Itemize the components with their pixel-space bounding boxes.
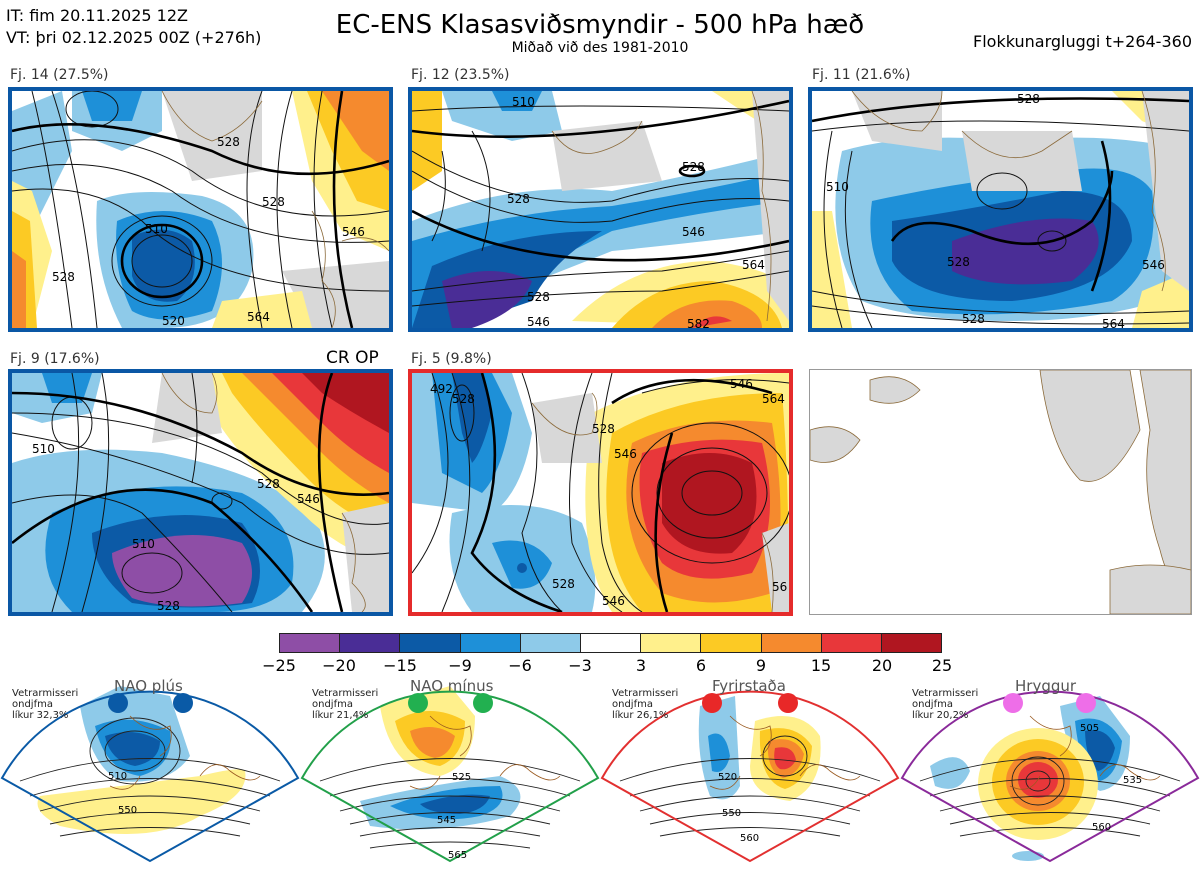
valid-time: VT: þri 02.12.2025 00Z (+276h) (6, 28, 262, 47)
contour-label: 520 (718, 772, 737, 783)
regime-ridge: 505 535 560 Hryggur Vetrarmisseri ondjfm… (900, 676, 1200, 871)
contour-label: 528 (452, 392, 475, 406)
regime-note: Vetrarmisseri ondjfma líkur 21,4% (312, 688, 379, 721)
contour-label: 510 (826, 180, 849, 194)
regime-title: NAO mínus (410, 677, 494, 695)
contour-label: 528 (947, 255, 970, 269)
colorbar-tick: −20 (322, 656, 356, 675)
cluster-map-fj14: 510 528 528 528 546 564 520 (8, 87, 393, 332)
colorbar-segment (701, 634, 762, 652)
contour-label: 546 (602, 594, 625, 608)
contour-label: 56 (772, 580, 787, 594)
panel-label-2: Fj. 12 (23.5%) (411, 67, 510, 83)
contour-label: 510 (512, 95, 535, 109)
contour-label: 510 (132, 537, 155, 551)
contour-label: 546 (614, 447, 637, 461)
contour-label: 520 (162, 314, 185, 328)
regime-title: Hryggur (1015, 677, 1077, 695)
colorbar-segment (280, 634, 341, 652)
regime-blocking: 520 550 560 Fyrirstaða Vetrarmisseri ond… (600, 676, 900, 871)
contour-label: 546 (342, 225, 365, 239)
colorbar-segment (520, 634, 581, 652)
colorbar-tick: 15 (810, 656, 832, 675)
colorbar-segment (340, 634, 401, 652)
colorbar-tick: 6 (695, 656, 707, 675)
contour-label: 528 (682, 160, 705, 174)
contour-label: 528 (157, 599, 180, 612)
contour-label: 560 (1092, 822, 1111, 833)
colorbar-tick: −9 (448, 656, 472, 675)
contour-label: 528 (507, 192, 530, 206)
colorbar-segment (881, 634, 942, 652)
colorbar-segment (641, 634, 702, 652)
page-title: EC-ENS Klasasviðsmyndir - 500 hPa hæð (335, 10, 865, 40)
contour-label: 528 (552, 577, 575, 591)
regime-nao-plus: 510 550 NAO plús Vetrarmisseri ondjfma l… (0, 676, 300, 871)
init-time: IT: fim 20.11.2025 12Z (6, 6, 188, 25)
contour-label: 528 (217, 135, 240, 149)
colorbar-segment (761, 634, 822, 652)
contour-label: 582 (687, 317, 710, 328)
contour-label: 535 (1123, 775, 1142, 786)
contour-label: 564 (742, 258, 765, 272)
contour-label: 528 (52, 270, 75, 284)
contour-label: 505 (1080, 723, 1099, 734)
colorbar-tick: 3 (635, 656, 647, 675)
contour-label: 550 (118, 805, 137, 816)
colorbar-segment (580, 634, 642, 652)
cluster-map-fj9: 510 528 546 510 528 (8, 369, 393, 616)
colorbar-tick: 9 (755, 656, 767, 675)
colorbar-tick: −25 (262, 656, 296, 675)
panel-label-3: Fj. 11 (21.6%) (812, 67, 911, 83)
contour-label: 528 (962, 312, 985, 326)
empty-basemap (809, 369, 1192, 615)
contour-label: 492 (430, 382, 453, 396)
colorbar-tick: −3 (568, 656, 592, 675)
contour-label: 525 (452, 772, 471, 783)
cluster-map-fj5: 492 528 528 546 546 564 528 546 56 (408, 369, 793, 616)
colorbar-segment (400, 634, 461, 652)
contour-label: 528 (257, 477, 280, 491)
contour-label: 546 (730, 377, 753, 391)
colorbar-tick: 25 (931, 656, 953, 675)
contour-label: 510 (145, 222, 168, 236)
contour-label: 528 (1017, 92, 1040, 106)
regime-note: Vetrarmisseri ondjfma líkur 20,2% (912, 688, 979, 721)
regime-title: Fyrirstaða (712, 677, 786, 695)
contour-label: 546 (527, 315, 550, 328)
contour-label: 564 (247, 310, 270, 324)
regime-note: Vetrarmisseri ondjfma líkur 26,1% (612, 688, 679, 721)
contour-label: 546 (1142, 258, 1165, 272)
contour-label: 528 (527, 290, 550, 304)
contour-label: 564 (762, 392, 785, 406)
classification-window: Flokkunargluggi t+264-360 (973, 32, 1192, 51)
colorbar-tick: −15 (383, 656, 417, 675)
colorbar-segment (460, 634, 521, 652)
cr-op-tag: CR OP (326, 348, 379, 368)
contour-label: 510 (108, 771, 127, 782)
contour-label: 546 (682, 225, 705, 239)
contour-label: 510 (32, 442, 55, 456)
contour-label: 550 (722, 808, 741, 819)
contour-label: 560 (740, 833, 759, 844)
panel-label-4: Fj. 9 (17.6%) (10, 351, 100, 367)
panel-label-1: Fj. 14 (27.5%) (10, 67, 109, 83)
regime-nao-minus: 525 545 565 NAO mínus Vetrarmisseri ondj… (300, 676, 600, 871)
contour-label: 565 (448, 850, 467, 861)
contour-label: 546 (297, 492, 320, 506)
regime-note: Vetrarmisseri ondjfma líkur 32,3% (12, 688, 79, 721)
regime-title: NAO plús (114, 677, 183, 695)
contour-label: 545 (437, 815, 456, 826)
colorbar-segment (821, 634, 882, 652)
contour-label: 564 (1102, 317, 1125, 328)
panel-label-5: Fj. 5 (9.8%) (411, 351, 492, 367)
colorbar-tick: 20 (871, 656, 893, 675)
contour-label: 528 (592, 422, 615, 436)
cluster-map-fj12: 510 528 528 546 564 528 546 582 (408, 87, 793, 332)
page-subtitle: Miðað við des 1981-2010 (511, 40, 689, 56)
colorbar (279, 633, 942, 653)
colorbar-tick: −6 (508, 656, 532, 675)
contour-label: 528 (262, 195, 285, 209)
cluster-map-fj11: 528 510 528 546 528 564 (808, 87, 1193, 332)
